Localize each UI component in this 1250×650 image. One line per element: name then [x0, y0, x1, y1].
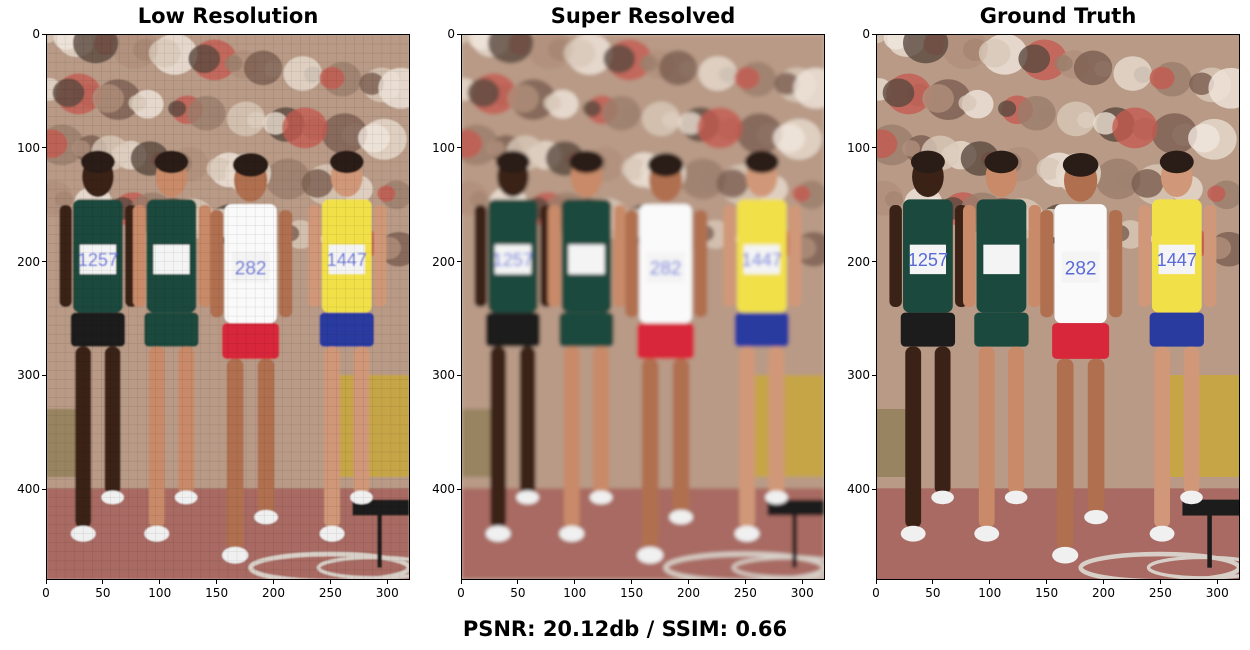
panel-image-ground-truth: 1257 1447 282: [876, 34, 1240, 580]
x-tick-label: 200: [677, 586, 700, 600]
y-tick-label: 200: [432, 254, 455, 269]
y-tick-label: 400: [17, 482, 40, 496]
x-tick-mark: [45, 580, 47, 584]
y-tick-label: 200: [17, 254, 40, 269]
y-tick-mark: [872, 488, 876, 490]
y-tick-mark: [42, 261, 46, 262]
bib-number: 1257: [908, 250, 948, 270]
x-tick-mark: [801, 580, 803, 584]
y-tick-label: 0: [447, 27, 455, 41]
x-tick-mark: [460, 580, 462, 584]
y-tick-mark: [872, 33, 876, 35]
x-tick-label: 300: [790, 586, 814, 600]
x-tick-label: 250: [318, 586, 342, 600]
y-tick-mark: [872, 147, 876, 149]
bib-number: 1447: [327, 250, 367, 270]
bib-number: 282: [235, 258, 267, 279]
x-tick-mark: [932, 580, 934, 584]
y-tick-mark: [457, 374, 461, 376]
x-tick-label: 300: [375, 586, 399, 600]
x-tick-mark: [744, 580, 746, 584]
x-tick-label: 50: [925, 586, 941, 600]
y-tick-mark: [457, 33, 461, 35]
x-tick-label: 100: [978, 586, 1002, 600]
x-tick-label: 200: [1092, 586, 1115, 600]
x-tick-mark: [688, 580, 689, 584]
bib-number: 282: [1065, 258, 1097, 279]
x-tick-mark: [1216, 580, 1218, 584]
y-tick-label: 200: [847, 254, 870, 269]
scene: 1257 1447 282: [462, 35, 824, 579]
y-tick-mark: [457, 488, 461, 490]
y-tick-mark: [457, 261, 461, 262]
panel-title-ground-truth: Ground Truth: [979, 4, 1137, 28]
x-tick-mark: [329, 580, 331, 584]
bib-number: 1447: [1157, 250, 1197, 270]
x-tick-label: 150: [620, 586, 644, 600]
x-tick-label: 200: [262, 586, 285, 600]
x-tick-mark: [102, 580, 104, 584]
y-tick-mark: [42, 488, 46, 490]
y-tick-label: 0: [862, 27, 870, 41]
x-tick-label: 250: [1148, 586, 1172, 600]
panel-image-super-resolved: 1257 1447 282: [461, 34, 825, 580]
scene: 1257 1447 282: [877, 35, 1239, 579]
x-tick-mark: [989, 580, 991, 584]
y-tick-mark: [42, 374, 46, 376]
y-tick-label: 300: [847, 368, 870, 383]
x-tick-mark: [216, 580, 218, 584]
x-tick-label: 100: [148, 586, 172, 600]
x-tick-mark: [1159, 580, 1161, 584]
x-tick-label: 0: [872, 586, 880, 600]
y-tick-label: 300: [432, 368, 455, 383]
bib-number: 282: [650, 258, 682, 279]
y-tick-mark: [457, 147, 461, 149]
x-tick-mark: [1046, 580, 1048, 584]
y-tick-label: 100: [847, 140, 870, 155]
x-tick-mark: [631, 580, 633, 584]
bib-number: 1257: [493, 250, 533, 270]
bib-number: 1257: [78, 250, 118, 270]
bib-number: 1447: [742, 250, 782, 270]
x-tick-label: 0: [42, 586, 50, 600]
y-tick-label: 100: [432, 140, 455, 155]
y-tick-label: 400: [432, 482, 455, 496]
x-tick-label: 300: [1205, 586, 1229, 600]
x-tick-label: 0: [457, 586, 465, 600]
y-tick-mark: [42, 147, 46, 149]
x-tick-label: 250: [733, 586, 757, 600]
panel-title-super-resolved: Super Resolved: [550, 4, 736, 28]
panel-image-low-resolution: 1257 1447 282: [46, 34, 410, 580]
x-tick-mark: [273, 580, 274, 584]
x-tick-mark: [875, 580, 877, 584]
x-tick-label: 100: [563, 586, 587, 600]
scene: 1257 1447 282: [47, 35, 409, 579]
y-tick-label: 400: [847, 482, 870, 496]
x-tick-label: 50: [510, 586, 526, 600]
y-tick-label: 100: [17, 140, 40, 155]
y-tick-label: 0: [32, 27, 40, 41]
metrics-caption: PSNR: 20.12db / SSIM: 0.66: [462, 617, 788, 641]
x-tick-mark: [574, 580, 576, 584]
y-tick-mark: [42, 33, 46, 35]
x-tick-label: 150: [205, 586, 229, 600]
y-tick-mark: [872, 261, 876, 262]
y-tick-mark: [872, 374, 876, 376]
x-tick-mark: [1103, 580, 1104, 584]
x-tick-mark: [517, 580, 519, 584]
x-tick-mark: [386, 580, 388, 584]
x-tick-label: 150: [1035, 586, 1059, 600]
y-tick-label: 300: [17, 368, 40, 383]
x-tick-mark: [159, 580, 161, 584]
panel-title-low-resolution: Low Resolution: [137, 4, 319, 28]
x-tick-label: 50: [95, 586, 111, 600]
